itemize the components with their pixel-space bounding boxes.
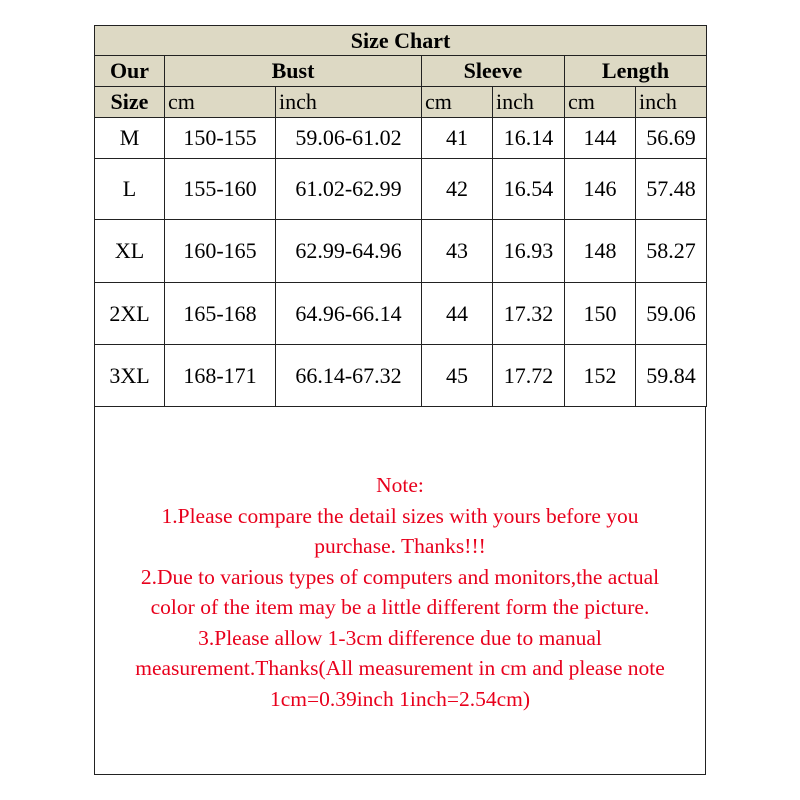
header-size: Size: [94, 86, 165, 118]
unit-sleeve-inch: inch: [492, 86, 565, 118]
cell-length-inch: 58.27: [634, 219, 708, 283]
size-chart-table: Size Chart Our Bust Sleeve Length Size c…: [93, 25, 708, 407]
cell-length-cm: 150: [564, 282, 636, 345]
header-our: Our: [94, 55, 165, 87]
cell-bust-cm: 155-160: [164, 158, 276, 220]
cell-size: 2XL: [94, 282, 165, 345]
note-line: 1.Please compare the detail sizes with y…: [161, 503, 639, 528]
note-line: color of the item may be a little differ…: [150, 595, 650, 619]
cell-bust-inch: 59.06-61.02: [275, 117, 422, 159]
cell-length-inch: 59.06: [634, 282, 708, 345]
cell-sleeve-cm: 45: [421, 344, 493, 407]
cell-length-inch: 56.69: [634, 117, 708, 159]
cell-sleeve-inch: 16.93: [492, 219, 565, 283]
cell-length-inch: 57.48: [634, 158, 708, 220]
cell-size: XL: [94, 219, 165, 283]
unit-sleeve-cm: cm: [421, 86, 493, 118]
header-bust: Bust: [164, 55, 422, 87]
cell-bust-cm: 150-155: [164, 117, 276, 159]
cell-bust-inch: 62.99-64.96: [275, 219, 422, 283]
cell-bust-cm: 168-171: [164, 344, 276, 407]
cell-size: M: [94, 117, 165, 159]
table-row: 3XL 168-171 66.14-67.32 45 17.72 152 59.…: [94, 344, 708, 407]
note-line: purchase. Thanks!!!: [314, 534, 486, 558]
header-sleeve: Sleeve: [421, 55, 565, 87]
header-length: Length: [563, 55, 708, 87]
cell-size: 3XL: [94, 344, 165, 407]
cell-bust-inch: 61.02-62.99: [275, 158, 422, 220]
cell-sleeve-cm: 42: [421, 158, 493, 220]
cell-bust-cm: 160-165: [164, 219, 276, 283]
table-row: 2XL 165-168 64.96-66.14 44 17.32 150 59.…: [94, 282, 708, 345]
unit-length-cm: cm: [564, 86, 636, 118]
cell-bust-inch: 64.96-66.14: [275, 282, 422, 345]
cell-size: L: [94, 158, 165, 220]
cell-length-cm: 144: [564, 117, 636, 159]
cell-sleeve-inch: 16.14: [492, 117, 565, 159]
cell-length-cm: 152: [564, 344, 636, 407]
cell-sleeve-inch: 17.32: [492, 282, 565, 345]
cell-length-cm: 146: [564, 158, 636, 220]
table-row: XL 160-165 62.99-64.96 43 16.93 148 58.2…: [94, 219, 708, 283]
cell-length-cm: 148: [564, 219, 636, 283]
cell-bust-cm: 165-168: [164, 282, 276, 345]
cell-bust-inch: 66.14-67.32: [275, 344, 422, 407]
cell-sleeve-inch: 16.54: [492, 158, 565, 220]
unit-length-inch: inch: [634, 86, 708, 118]
note-line: measurement.Thanks(All measurement in cm…: [135, 656, 665, 680]
note-box: Note: 1.Please compare the detail sizes …: [94, 406, 706, 775]
unit-bust-inch: inch: [275, 86, 422, 118]
cell-sleeve-inch: 17.72: [492, 344, 565, 407]
cell-sleeve-cm: 44: [421, 282, 493, 345]
note-line: 3.Please allow 1-3cm difference due to m…: [198, 625, 602, 650]
note-line: 2.Due to various types of computers and …: [140, 564, 660, 589]
table-row: M 150-155 59.06-61.02 41 16.14 144 56.69: [94, 117, 708, 159]
table-row: L 155-160 61.02-62.99 42 16.54 146 57.48: [94, 158, 708, 220]
cell-sleeve-cm: 43: [421, 219, 493, 283]
unit-bust-cm: cm: [164, 86, 276, 118]
note-heading: Note:: [376, 473, 424, 497]
note-line: 1cm=0.39inch 1inch=2.54cm): [269, 686, 531, 711]
cell-length-inch: 59.84: [634, 344, 708, 407]
table-title: Size Chart: [93, 25, 708, 56]
cell-sleeve-cm: 41: [421, 117, 493, 159]
